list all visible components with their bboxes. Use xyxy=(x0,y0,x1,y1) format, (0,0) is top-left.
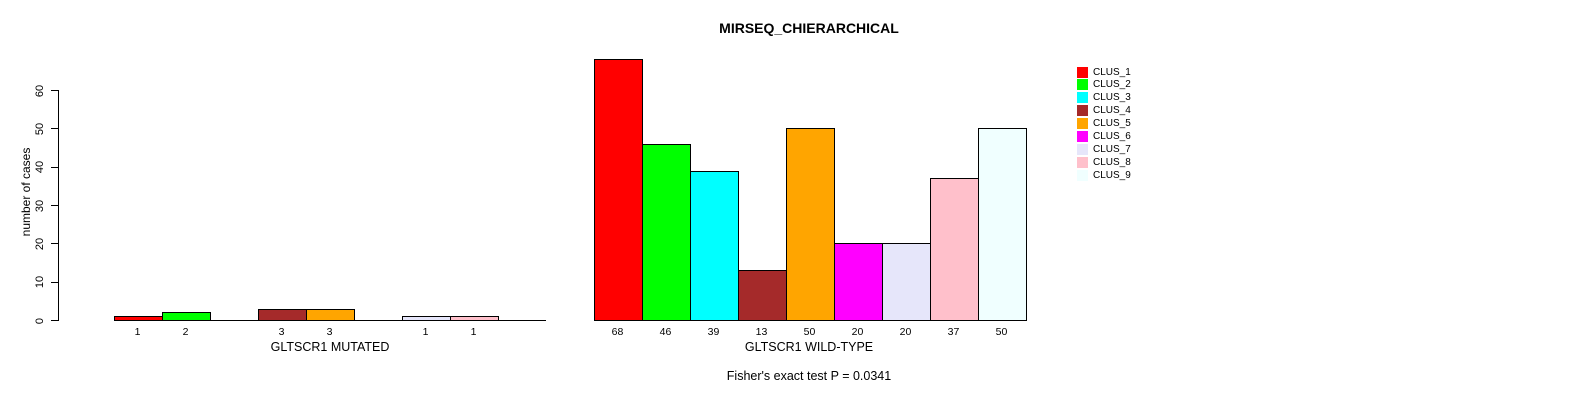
plot-title: MIRSEQ_CHIERARCHICAL xyxy=(719,20,899,36)
bar-value-label: 3 xyxy=(326,326,333,338)
bar-value-label: 2 xyxy=(182,326,189,338)
legend-label: CLUS_9 xyxy=(1093,169,1131,181)
bar-value-label: 1 xyxy=(422,326,429,338)
y-tick-label: 40 xyxy=(34,161,46,174)
bar-clus_9 xyxy=(977,128,1027,321)
y-tick xyxy=(50,166,58,168)
bar-value-label: 37 xyxy=(947,326,960,338)
legend-swatch-clus_4 xyxy=(1077,105,1088,117)
x-axis-label-mutated: GLTSCR1 MUTATED xyxy=(270,340,390,354)
legend-swatch-clus_2 xyxy=(1077,79,1088,91)
bar-value-label: 50 xyxy=(803,326,816,338)
bar-clus_6 xyxy=(833,243,883,321)
y-tick-label: 30 xyxy=(34,199,46,212)
y-tick xyxy=(50,128,58,130)
bar-clus_4 xyxy=(257,308,307,321)
legend: CLUS_1 CLUS_2 CLUS_3 CLUS_4 CLUS_5 CLUS_6 CLUS… xyxy=(1077,66,1197,184)
legend-label: CLUS_6 xyxy=(1093,131,1131,142)
legend-label: CLUS_8 xyxy=(1093,156,1131,168)
bar-clus_3 xyxy=(689,170,739,321)
legend-item: CLUS_3 xyxy=(1077,92,1131,104)
legend-item: CLUS_6 xyxy=(1077,131,1131,143)
legend-item: CLUS_2 xyxy=(1077,79,1131,91)
bar-value-label: 50 xyxy=(995,326,1008,338)
bar-value-label: 20 xyxy=(899,326,912,338)
y-axis-line xyxy=(58,90,59,321)
legend-label: CLUS_5 xyxy=(1093,118,1131,130)
bar-value-label: 3 xyxy=(278,326,285,338)
legend-item: CLUS_9 xyxy=(1077,169,1131,181)
legend-label: CLUS_4 xyxy=(1093,105,1131,117)
y-tick xyxy=(50,281,58,283)
legend-swatch-clus_8 xyxy=(1077,156,1088,168)
y-axis-label: number of cases xyxy=(19,147,33,237)
x-axis-label-wildtype: GLTSCR1 WILD-TYPE xyxy=(744,340,874,354)
legend-label: CLUS_2 xyxy=(1093,79,1131,91)
bar-clus_7 xyxy=(401,316,451,321)
y-tick xyxy=(50,90,58,91)
y-tick-label: 60 xyxy=(34,84,46,97)
legend-item: CLUS_8 xyxy=(1077,156,1131,168)
fisher-test-annotation: Fisher's exact test P = 0.0341 xyxy=(726,369,892,383)
y-tick-label: 0 xyxy=(34,317,46,324)
legend-swatch-clus_9 xyxy=(1077,169,1088,181)
y-tick-label: 50 xyxy=(34,122,46,135)
y-tick xyxy=(50,243,58,245)
bar-clus_5 xyxy=(785,128,835,321)
bar-value-label: 46 xyxy=(659,326,672,338)
bar-value-label: 13 xyxy=(755,326,768,338)
bar-clus_1 xyxy=(593,59,643,321)
legend-item: CLUS_7 xyxy=(1077,143,1131,155)
y-tick-label: 20 xyxy=(34,237,46,250)
bar-clus_1 xyxy=(113,316,163,321)
legend-label: CLUS_7 xyxy=(1093,143,1131,155)
bar-clus_7 xyxy=(881,243,931,321)
legend-swatch-clus_6 xyxy=(1077,131,1088,142)
legend-swatch-clus_5 xyxy=(1077,118,1088,130)
y-tick xyxy=(50,205,58,206)
bar-clus_8 xyxy=(929,178,979,321)
bar-clus_2 xyxy=(161,312,211,321)
y-tick-label: 10 xyxy=(34,276,46,289)
bar-clus_2 xyxy=(641,143,691,321)
legend-item: CLUS_1 xyxy=(1077,66,1131,78)
bar-clus_8 xyxy=(449,316,499,321)
bar-value-label: 1 xyxy=(134,326,141,338)
bar-value-label: 1 xyxy=(470,326,477,338)
legend-item: CLUS_4 xyxy=(1077,105,1131,117)
bar-value-label: 68 xyxy=(611,326,624,338)
bar-clus_4 xyxy=(737,270,787,321)
legend-swatch-clus_7 xyxy=(1077,143,1088,155)
bar-clus_5 xyxy=(305,308,355,321)
legend-swatch-clus_1 xyxy=(1077,66,1088,78)
legend-label: CLUS_3 xyxy=(1093,92,1131,104)
legend-item: CLUS_5 xyxy=(1077,118,1131,130)
legend-label: CLUS_1 xyxy=(1093,66,1131,78)
bar-value-label: 20 xyxy=(851,326,864,338)
bar-value-label: 39 xyxy=(707,326,720,338)
y-tick xyxy=(50,320,58,321)
legend-swatch-clus_3 xyxy=(1077,92,1088,104)
